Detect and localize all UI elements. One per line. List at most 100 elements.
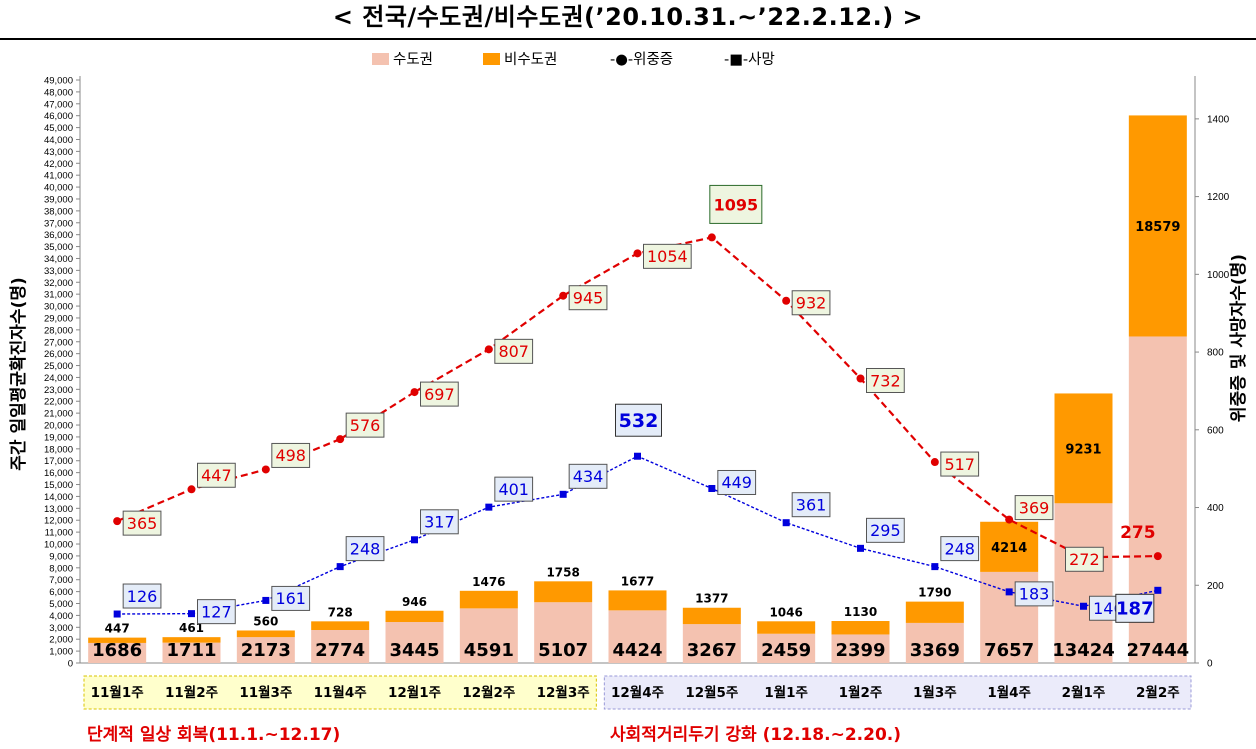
severe-data-label-box — [122, 510, 162, 536]
data-label-capital: 4424 — [612, 640, 662, 661]
bar-noncapital — [311, 621, 370, 630]
severe-data-label: 369 — [1019, 498, 1050, 517]
bar-capital — [236, 637, 295, 663]
data-label-capital: 27444 — [1127, 640, 1190, 661]
data-label-noncapital: 1476 — [472, 575, 505, 589]
data-label-capital: 2774 — [315, 640, 365, 661]
x-tick-label: 1월1주 — [764, 684, 808, 701]
bar-noncapital — [608, 590, 667, 611]
left-axis-tick-label: 30,000 — [44, 302, 73, 313]
deaths-data-label-box — [420, 509, 459, 535]
deaths-marker — [113, 610, 121, 618]
bar-capital — [459, 608, 518, 663]
x-tick-label: 1월3주 — [913, 684, 957, 701]
data-label-noncapital: 4214 — [991, 541, 1027, 556]
data-label-noncapital: 1046 — [769, 605, 802, 619]
deaths-data-label-box — [866, 517, 905, 543]
bar-noncapital — [831, 621, 890, 635]
severe-marker — [410, 388, 419, 397]
severe-data-label: 447 — [201, 466, 232, 485]
left-axis-tick-label: 20,000 — [44, 421, 73, 432]
left-axis-tick-label: 47,000 — [44, 99, 73, 110]
left-axis-tick-label: 35,000 — [44, 242, 73, 253]
severe-marker — [261, 465, 270, 474]
left-axis-tick-label: 34,000 — [44, 254, 73, 265]
severe-line — [116, 236, 1158, 559]
severe-data-label-box — [345, 412, 385, 438]
left-axis-tick-label: 46,000 — [44, 111, 73, 122]
severe-data-label: 732 — [870, 371, 901, 390]
severe-data-label: 807 — [498, 342, 529, 361]
deaths-data-label: 187 — [1116, 598, 1154, 619]
bar-capital — [385, 622, 444, 663]
deaths-marker — [411, 536, 418, 544]
bar-capital — [1054, 503, 1113, 663]
left-axis-tick-label: 45,000 — [44, 123, 73, 134]
left-axis-tick-label: 9,000 — [49, 551, 73, 562]
data-label-noncapital: 461 — [179, 621, 204, 635]
data-label-capital: 2399 — [835, 640, 885, 661]
left-axis-tick-label: 26,000 — [44, 349, 73, 360]
x-tick-label: 12월4주 — [611, 684, 664, 701]
deaths-data-label-box — [122, 583, 162, 609]
legend-swatch-capital — [372, 53, 389, 65]
bar-capital — [534, 602, 593, 663]
left-axis-tick-label: 42,000 — [44, 159, 73, 170]
data-label-noncapital: 18579 — [1135, 220, 1180, 235]
severe-marker — [1153, 552, 1162, 561]
bar-noncapital — [385, 610, 444, 623]
severe-marker — [633, 249, 642, 258]
left-axis-tick-label: 38,000 — [44, 206, 73, 217]
severe-marker — [187, 485, 196, 494]
bar-capital — [88, 642, 147, 663]
severe-data-label: 275 — [1120, 523, 1156, 543]
x-tick-label: 11월1주 — [91, 684, 144, 701]
legend-label-noncapital: 비수도권 — [504, 51, 557, 68]
left-axis-tick-label: 13,000 — [44, 504, 73, 515]
data-label-capital: 3445 — [389, 640, 439, 661]
left-axis-tick-label: 33,000 — [44, 266, 73, 277]
data-label-capital: 3369 — [910, 640, 960, 661]
left-axis-tick-label: 22,000 — [44, 397, 73, 408]
severe-data-label-box — [420, 381, 459, 407]
data-label-noncapital: 1758 — [546, 565, 579, 579]
x-tick-label: 11월3주 — [239, 684, 292, 701]
period-band-recovery — [83, 675, 597, 710]
severe-marker — [707, 233, 716, 242]
bar-capital — [311, 629, 370, 663]
left-axis-tick-label: 0 — [68, 659, 73, 670]
data-label-capital: 2173 — [241, 640, 291, 661]
right-axis-tick-label: 600 — [1207, 425, 1224, 436]
right-axis-tick-label: 200 — [1207, 581, 1224, 592]
severe-data-label: 576 — [350, 416, 381, 435]
x-tick-label: 12월5주 — [685, 684, 738, 701]
title-underline — [0, 38, 1256, 40]
bar-noncapital — [757, 621, 816, 634]
severe-data-label-box — [197, 462, 236, 488]
bar-capital — [757, 633, 816, 663]
left-axis-tick-label: 19,000 — [44, 432, 73, 443]
severe-data-label: 517 — [944, 455, 975, 474]
severe-marker — [782, 296, 791, 305]
deaths-marker — [1080, 602, 1087, 610]
data-label-capital: 4591 — [464, 640, 514, 661]
deaths-data-label: 126 — [127, 587, 158, 606]
deaths-peak-box — [615, 403, 662, 437]
deaths-marker — [188, 610, 195, 618]
deaths-marker — [262, 596, 270, 604]
severe-data-label: 945 — [573, 288, 604, 307]
severe-data-label-box — [1014, 495, 1054, 521]
severe-marker — [336, 435, 345, 444]
deaths-data-label: 317 — [424, 513, 455, 532]
left-axis-title: 주간 일일평균확진자수(명) — [9, 277, 29, 471]
bar-capital — [162, 642, 221, 663]
left-axis-tick-label: 32,000 — [44, 278, 73, 289]
legend-swatch-noncapital — [483, 53, 500, 65]
data-label-noncapital: 946 — [402, 595, 427, 609]
bar-capital — [608, 610, 667, 663]
right-axis-tick-label: 1000 — [1207, 270, 1230, 281]
legend-label-capital: 수도권 — [393, 51, 433, 68]
severe-data-label: 1095 — [714, 195, 759, 214]
data-label-noncapital: 447 — [105, 622, 130, 636]
deaths-marker — [931, 563, 939, 571]
